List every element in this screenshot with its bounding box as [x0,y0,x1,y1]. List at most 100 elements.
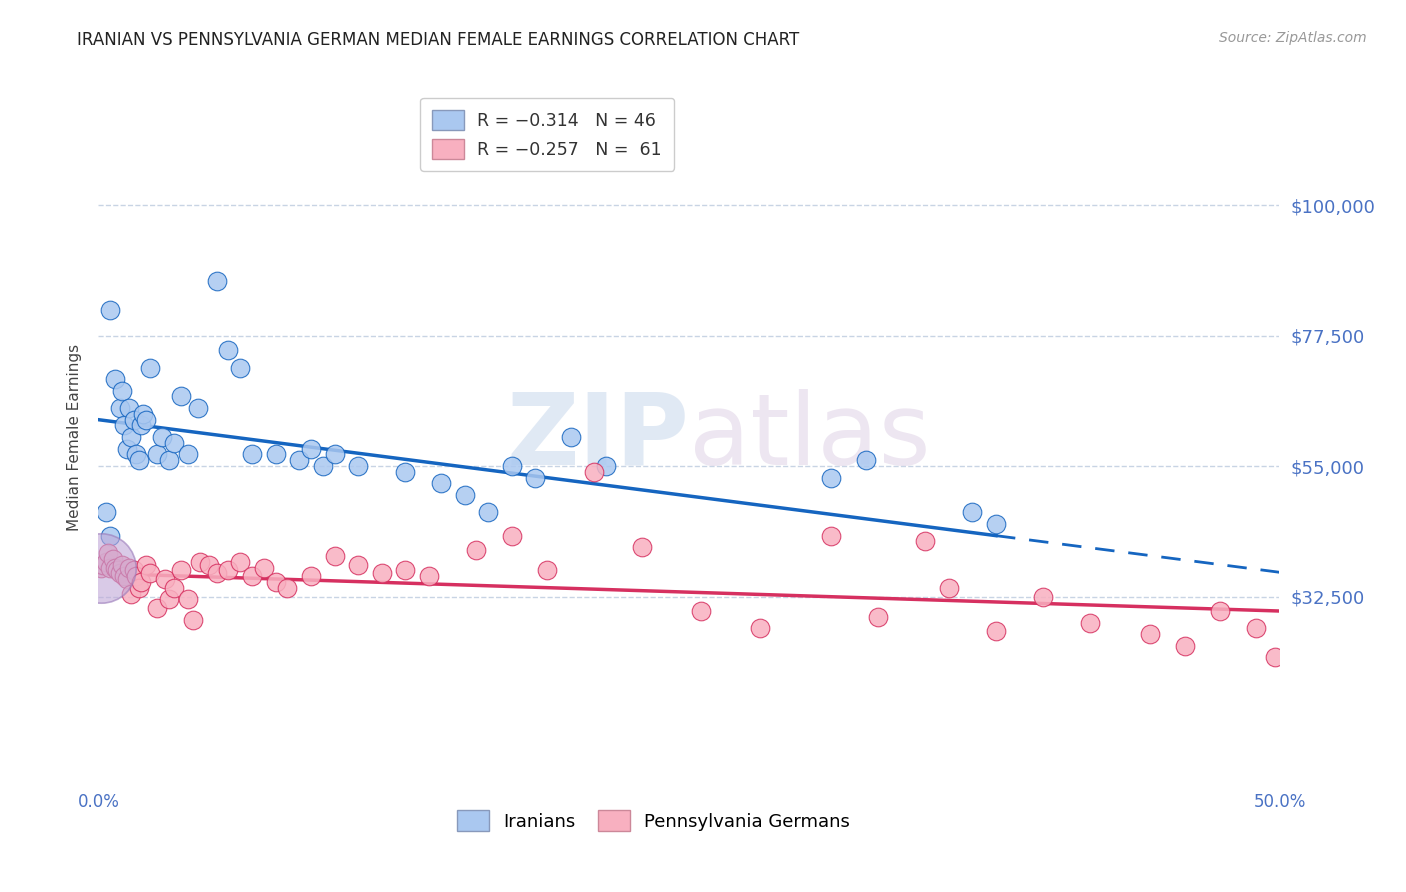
Point [132,407,155,421]
Point [240,447,263,462]
Point [129,574,152,589]
Point [1174,639,1197,653]
Point [170,564,193,578]
Point [217,564,239,578]
Point [170,389,193,403]
Point [139,360,162,375]
Point [163,435,186,450]
Point [299,442,322,456]
Point [150,430,173,444]
Point [229,555,252,569]
Point [128,453,150,467]
Point [101,551,124,566]
Point [962,505,984,519]
Point [104,372,127,386]
Point [121,587,143,601]
Point [347,558,370,572]
Point [984,624,1007,639]
Point [276,581,298,595]
Point [108,401,131,415]
Point [240,569,263,583]
Point [135,412,157,426]
Point [595,458,617,473]
Point [1032,590,1054,604]
Point [1139,627,1161,641]
Point [347,458,370,473]
Point [264,447,287,462]
Point [689,604,711,618]
Point [501,458,523,473]
Point [288,453,311,467]
Point [111,558,134,572]
Point [748,621,770,635]
Point [371,566,394,581]
Text: IRANIAN VS PENNSYLVANIA GERMAN MEDIAN FEMALE EARNINGS CORRELATION CHART: IRANIAN VS PENNSYLVANIA GERMAN MEDIAN FE… [77,31,800,49]
Point [112,418,135,433]
Text: ZIP: ZIP [506,389,689,485]
Point [121,430,143,444]
Point [122,564,145,578]
Point [118,560,141,574]
Point [323,447,346,462]
Point [394,564,416,578]
Point [153,572,176,586]
Point [91,558,114,572]
Point [112,569,135,583]
Point [1209,604,1232,618]
Text: Source: ZipAtlas.com: Source: ZipAtlas.com [1219,31,1367,45]
Point [583,465,606,479]
Point [94,505,117,519]
Point [177,592,200,607]
Point [139,566,162,581]
Point [129,418,152,433]
Point [163,581,186,595]
Point [938,581,960,595]
Point [299,569,322,583]
Point [205,566,228,581]
Point [122,412,145,426]
Point [866,610,889,624]
Point [135,558,157,572]
Point [914,534,936,549]
Point [118,401,141,415]
Point [430,476,453,491]
Point [323,549,346,563]
Point [453,488,475,502]
Point [198,558,221,572]
Point [465,543,488,558]
Point [98,528,121,542]
Point [264,574,287,589]
Point [115,442,138,456]
Point [125,447,148,462]
Point [394,465,416,479]
Point [94,555,117,569]
Point [146,601,169,615]
Point [98,560,121,574]
Y-axis label: Median Female Earnings: Median Female Earnings [66,343,82,531]
Point [820,528,842,542]
Point [560,430,582,444]
Point [205,273,228,287]
Point [108,566,131,581]
Point [536,564,558,578]
Point [97,546,120,560]
Point [187,401,209,415]
Point [111,384,134,398]
Point [253,560,276,574]
Point [128,581,150,595]
Point [501,528,523,542]
Point [229,360,252,375]
Point [524,470,547,484]
Point [105,564,128,578]
Text: atlas: atlas [689,389,931,485]
Point [477,505,499,519]
Point [1080,615,1102,630]
Point [115,572,138,586]
Point [188,555,211,569]
Point [820,470,842,484]
Point [181,613,204,627]
Point [90,560,112,574]
Point [217,343,239,357]
Point [157,453,180,467]
Point [90,560,112,574]
